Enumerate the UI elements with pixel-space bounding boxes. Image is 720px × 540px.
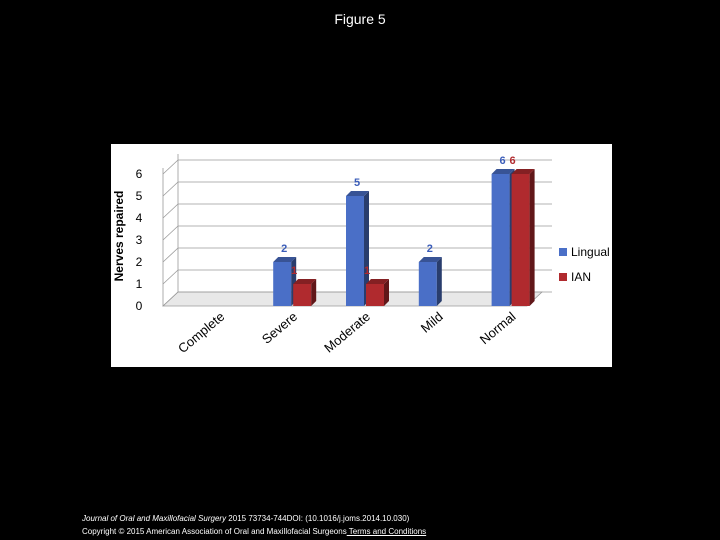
bar-lingual-4-top (491, 169, 515, 174)
bar-ian-1-side (311, 279, 317, 306)
data-label-lingual: 2 (281, 243, 287, 255)
bar-lingual-4-front (491, 174, 510, 306)
bar-ian-4-top (511, 169, 535, 174)
bar-lingual-1-top (273, 257, 297, 262)
bar-lingual-3 (418, 257, 442, 306)
bar-lingual-4 (491, 169, 515, 306)
y-axis: 0 1 2 3 4 5 6 Nerves repaired (112, 167, 143, 313)
bar-ian-1-front (293, 284, 312, 306)
legend: Lingual IAN (559, 245, 610, 284)
gridline-side (162, 269, 179, 285)
x-tick-label: Severe (259, 309, 300, 347)
bar-lingual-3-side (436, 257, 442, 306)
bar-ian-4-side (529, 169, 535, 306)
gridline-side (162, 203, 179, 219)
bar-lingual-2-front (346, 196, 364, 306)
y-tick-label: 6 (136, 167, 143, 181)
gridline-side (162, 247, 179, 263)
bar-lingual-3-front (418, 262, 437, 306)
y-tick-label: 1 (136, 277, 143, 291)
bars (273, 169, 535, 306)
figure-footer: Journal of Oral and Maxillofacial Surger… (82, 512, 426, 538)
bar-ian-4 (511, 169, 535, 306)
y-tick-label: 5 (136, 189, 143, 203)
bar-lingual-2 (346, 191, 369, 306)
x-tick-label: Complete (175, 309, 227, 356)
gridline-side (162, 181, 179, 197)
bar-lingual-3-top (418, 257, 442, 262)
bar-lingual-2-side (364, 191, 369, 306)
y-tick-label: 2 (136, 255, 143, 269)
bar-ian-1 (293, 279, 317, 306)
legend-swatch (559, 273, 567, 281)
x-axis: Complete Severe Moderate Mild Normal (175, 309, 519, 356)
y-tick-label: 3 (136, 233, 143, 247)
citation: 2015 73734-744DOI: (10.1016/j.joms.2014.… (226, 514, 410, 523)
bar-lingual-2-top (346, 191, 369, 196)
data-label-ian: 1 (291, 265, 297, 277)
legend-label: IAN (571, 270, 591, 284)
legend-swatch (559, 248, 567, 256)
journal-name: Journal of Oral and Maxillofacial Surger… (82, 514, 227, 523)
data-label-ian: 6 (510, 155, 516, 167)
figure-title: Figure 5 (334, 11, 386, 27)
gridline-side (162, 225, 179, 241)
bar-ian-1-top (293, 279, 317, 284)
x-tick-label: Normal (477, 309, 519, 347)
data-label-lingual: 2 (427, 243, 433, 255)
y-tick-label: 4 (136, 211, 143, 225)
bar-ian-4-front (511, 174, 530, 306)
gridline-side (162, 291, 179, 307)
y-axis-title: Nerves repaired (112, 191, 126, 282)
bar-ian-2-front (366, 284, 384, 306)
bar-lingual-1-front (273, 262, 292, 306)
data-label-ian: 1 (364, 265, 370, 277)
y-tick-label: 0 (136, 299, 143, 313)
copyright: Copyright © 2015 American Association of… (82, 527, 347, 536)
x-tick-label: Moderate (321, 309, 373, 356)
legend-label: Lingual (571, 245, 610, 259)
bar-ian-2 (366, 279, 389, 306)
bar-ian-2-top (366, 279, 389, 284)
bar-ian-2-side (384, 279, 389, 306)
data-label-lingual: 6 (500, 155, 506, 167)
terms-link[interactable]: Terms and Conditions (346, 527, 427, 536)
x-tick-label: Mild (418, 309, 446, 336)
data-label-lingual: 5 (354, 177, 360, 189)
gridline-side (162, 159, 179, 175)
